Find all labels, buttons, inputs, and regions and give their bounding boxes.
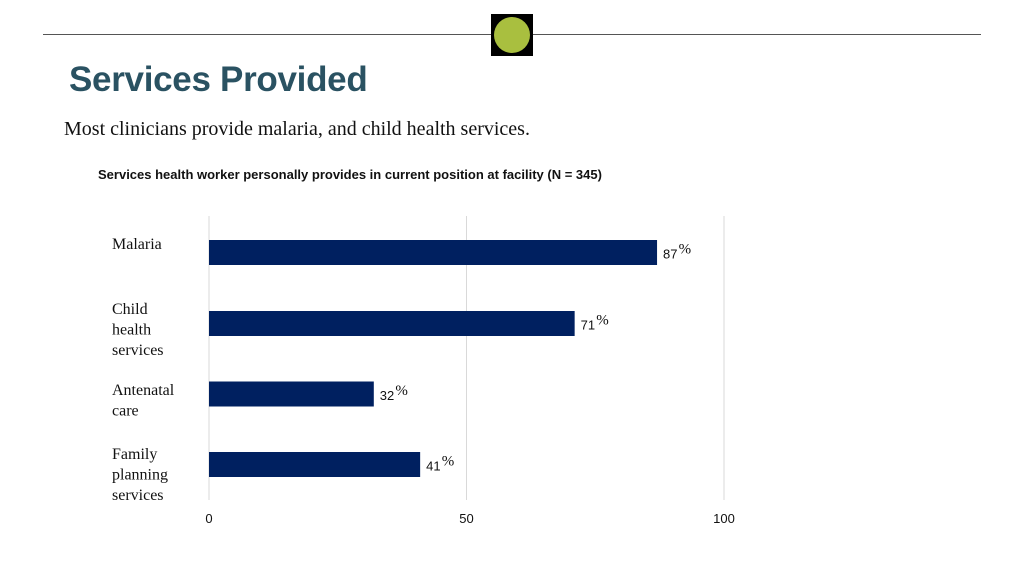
data-label-percent: % — [442, 454, 455, 470]
category-label-line: services — [112, 342, 164, 359]
category-label-line: services — [112, 487, 164, 504]
category-label-line: Malaria — [112, 236, 162, 253]
emblem-circle-icon — [494, 17, 530, 53]
category-label-line: health — [112, 322, 151, 339]
category-label: Family planning services — [112, 446, 168, 504]
data-label-percent: % — [395, 383, 408, 399]
bar — [209, 311, 575, 336]
category-label-line: planning — [112, 467, 168, 484]
bar — [209, 381, 374, 407]
category-label-line: Family — [112, 446, 157, 463]
data-label: 87 — [663, 247, 677, 262]
category-label: Antenatal care — [112, 382, 175, 420]
bar — [209, 452, 421, 477]
data-label-percent: % — [679, 242, 692, 258]
data-label: 41 — [426, 459, 440, 474]
category-label-line: care — [112, 403, 139, 420]
category-label: Child health services — [112, 301, 164, 359]
category-label-line: Child — [112, 301, 148, 318]
slide-subtitle: Most clinicians provide malaria, and chi… — [64, 118, 530, 140]
bar — [209, 240, 658, 265]
category-label-line: Antenatal — [112, 382, 175, 399]
x-tick-label: 50 — [459, 511, 473, 526]
data-label-percent: % — [596, 313, 609, 329]
slide-emblem — [491, 14, 533, 56]
category-label: Malaria — [112, 236, 162, 253]
x-tick-label: 0 — [205, 511, 212, 526]
x-tick-label: 100 — [713, 511, 735, 526]
data-label: 71 — [581, 318, 595, 333]
data-label: 32 — [380, 388, 394, 403]
chart-title: Services health worker personally provid… — [98, 167, 602, 182]
slide-title: Services Provided — [69, 60, 368, 99]
